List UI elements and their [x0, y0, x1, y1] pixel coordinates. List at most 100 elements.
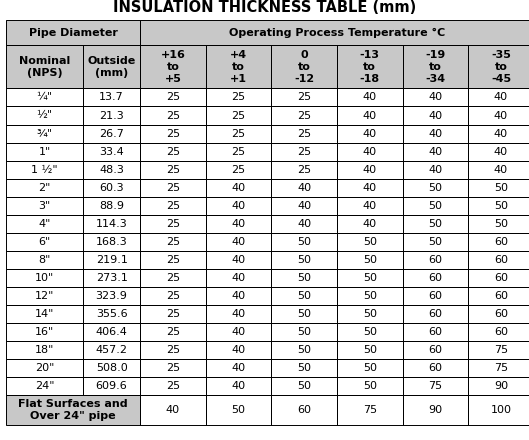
Bar	[468, 125, 529, 143]
Text: 50: 50	[232, 405, 245, 415]
Text: 40: 40	[363, 219, 377, 229]
Bar	[271, 106, 337, 125]
Bar	[403, 45, 468, 88]
Bar	[83, 323, 140, 341]
Text: 219.1: 219.1	[96, 255, 127, 265]
Text: Flat Surfaces and
Over 24" pipe: Flat Surfaces and Over 24" pipe	[19, 399, 128, 421]
Text: 6": 6"	[39, 237, 51, 247]
Text: 50: 50	[494, 183, 508, 193]
Text: 33.4: 33.4	[99, 147, 124, 157]
Text: 50: 50	[297, 309, 311, 319]
Text: 25: 25	[297, 128, 311, 139]
Bar	[83, 287, 140, 305]
Bar	[468, 287, 529, 305]
Text: 40: 40	[494, 110, 508, 121]
Text: 60: 60	[494, 309, 508, 319]
Text: 75: 75	[494, 363, 508, 373]
Text: Outside
(mm): Outside (mm)	[87, 56, 136, 78]
Bar	[140, 395, 206, 425]
Text: 40: 40	[428, 128, 442, 139]
Text: 0
to
-12: 0 to -12	[294, 50, 314, 84]
Bar	[140, 233, 206, 251]
Text: 60: 60	[428, 327, 442, 337]
Text: 100: 100	[490, 405, 512, 415]
Text: 25: 25	[166, 363, 180, 373]
Text: 40: 40	[232, 381, 245, 391]
Text: 75: 75	[494, 345, 508, 355]
Bar	[403, 179, 468, 197]
Text: 2": 2"	[39, 183, 51, 193]
Text: 40: 40	[494, 128, 508, 139]
Bar	[206, 233, 271, 251]
Bar	[468, 359, 529, 377]
Bar	[468, 143, 529, 161]
Bar	[140, 179, 206, 197]
Bar	[6, 323, 83, 341]
Text: INSULATION THICKNESS TABLE (mm): INSULATION THICKNESS TABLE (mm)	[113, 0, 416, 15]
Text: 75: 75	[363, 405, 377, 415]
Text: +16
to
+5: +16 to +5	[160, 50, 186, 84]
Text: 114.3: 114.3	[96, 219, 127, 229]
Text: 25: 25	[166, 255, 180, 265]
Text: 48.3: 48.3	[99, 165, 124, 175]
Bar	[140, 106, 206, 125]
Text: 40: 40	[232, 291, 245, 301]
Text: 12": 12"	[35, 291, 54, 301]
Text: Pipe Diameter: Pipe Diameter	[29, 28, 118, 37]
Bar	[83, 179, 140, 197]
Bar	[403, 215, 468, 233]
Bar	[140, 88, 206, 106]
Text: Nominal
(NPS): Nominal (NPS)	[19, 56, 70, 78]
Text: 50: 50	[297, 327, 311, 337]
Text: 60: 60	[494, 273, 508, 283]
Bar	[83, 269, 140, 287]
Bar	[140, 197, 206, 215]
Text: 50: 50	[297, 237, 311, 247]
Bar	[6, 233, 83, 251]
Text: 273.1: 273.1	[96, 273, 127, 283]
Text: 60: 60	[428, 273, 442, 283]
Bar	[337, 88, 403, 106]
Bar	[403, 251, 468, 269]
Bar	[140, 20, 529, 45]
Bar	[206, 161, 271, 179]
Bar	[206, 305, 271, 323]
Bar	[83, 341, 140, 359]
Bar	[83, 359, 140, 377]
Bar	[83, 377, 140, 395]
Text: 40: 40	[232, 345, 245, 355]
Bar	[403, 269, 468, 287]
Text: 50: 50	[297, 363, 311, 373]
Bar	[271, 45, 337, 88]
Text: 20": 20"	[35, 363, 54, 373]
Text: 50: 50	[363, 345, 377, 355]
Bar	[6, 395, 140, 425]
Bar	[468, 88, 529, 106]
Bar	[403, 88, 468, 106]
Text: 50: 50	[297, 273, 311, 283]
Bar	[83, 45, 140, 88]
Text: 60: 60	[428, 309, 442, 319]
Text: 50: 50	[297, 291, 311, 301]
Text: 40: 40	[232, 237, 245, 247]
Bar	[468, 341, 529, 359]
Text: 25: 25	[166, 381, 180, 391]
Text: 88.9: 88.9	[99, 201, 124, 211]
Bar	[337, 106, 403, 125]
Bar	[271, 197, 337, 215]
Bar	[403, 395, 468, 425]
Bar	[6, 287, 83, 305]
Text: 25: 25	[166, 219, 180, 229]
Bar	[83, 233, 140, 251]
Bar	[6, 251, 83, 269]
Text: 60: 60	[494, 237, 508, 247]
Bar	[140, 269, 206, 287]
Text: 40: 40	[232, 183, 245, 193]
Bar	[6, 377, 83, 395]
Bar	[337, 341, 403, 359]
Bar	[468, 395, 529, 425]
Bar	[140, 143, 206, 161]
Bar	[271, 323, 337, 341]
Bar	[140, 341, 206, 359]
Text: 4": 4"	[39, 219, 51, 229]
